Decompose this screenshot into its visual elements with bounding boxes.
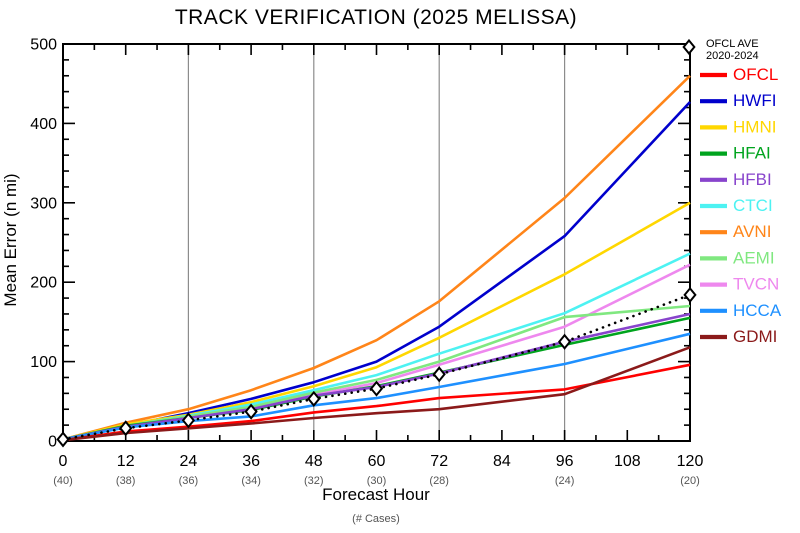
x-tick-label: 96 — [556, 453, 574, 470]
frame-layer — [62, 43, 691, 442]
case-count: (24) — [555, 475, 575, 487]
series-line-ctci — [62, 252, 691, 441]
diamond-marker — [432, 366, 446, 383]
diamond-marker — [56, 431, 70, 448]
legend-item-gdmi: GDMI — [700, 327, 777, 346]
case-count: (36) — [179, 475, 199, 487]
legend-item-hfbi: HFBI — [700, 170, 772, 189]
legend-item-hcca: HCCA — [700, 301, 782, 320]
label-layer: 0 12 24 36 48 60 72 84 96 108 120 0 100 200 300 400 500 (… — [30, 37, 703, 488]
diamond-marker — [307, 390, 321, 407]
series-line-avni — [62, 74, 691, 441]
legend-item-avni: AVNI — [700, 222, 771, 241]
y-tick-label: 0 — [48, 434, 57, 451]
legend-label: HMNI — [733, 117, 776, 136]
x-tick-label: 24 — [180, 453, 198, 470]
x-tick-label: 108 — [614, 453, 641, 470]
diamond-marker — [369, 380, 384, 397]
diamond-marker — [119, 420, 133, 437]
y-tick-label: 500 — [30, 37, 57, 54]
x-tick-label: 36 — [242, 453, 260, 470]
legend-item-tvcn: TVCN — [700, 275, 779, 294]
legend-label: OFCL — [733, 65, 778, 84]
diamond-marker-icon — [682, 38, 696, 56]
y-tick-label: 100 — [30, 354, 57, 371]
x-tick-label: 72 — [430, 453, 448, 470]
diamond-marker — [181, 412, 196, 429]
case-count: (28) — [429, 475, 449, 487]
case-count: (30) — [367, 475, 387, 487]
series-layer — [56, 74, 697, 448]
y-tick-label: 200 — [30, 275, 57, 292]
legend-label: HFBI — [733, 170, 772, 189]
legend-label: AVNI — [733, 222, 771, 241]
legend-label: HFAI — [733, 144, 771, 163]
legend-label: HCCA — [733, 301, 782, 320]
grid-layer — [187, 44, 566, 441]
legend-item-ctci: CTCI — [700, 196, 773, 215]
legend-item-aemi: AEMI — [700, 248, 775, 267]
x-tick-label: 0 — [59, 453, 68, 470]
x-axis-label: Forecast Hour — [322, 485, 430, 504]
legend-ave-label-line2: 2020-2024 — [706, 50, 759, 62]
x-tick-label: 48 — [305, 453, 323, 470]
page-title: TRACK VERIFICATION (2025 MELISSA) — [175, 6, 577, 29]
legend-label: HWFI — [733, 91, 776, 110]
case-count: (20) — [680, 475, 700, 487]
diamond-marker — [244, 403, 258, 420]
cases-axis-label: (# Cases) — [352, 513, 400, 525]
legend-label: TVCN — [733, 275, 779, 294]
x-tick-label: 60 — [368, 453, 386, 470]
legend-item-hwfi: HWFI — [700, 91, 776, 110]
diamond-marker — [557, 333, 572, 350]
legend-ave-label-line1: OFCL AVE — [706, 38, 759, 50]
diamond-marker — [683, 286, 697, 303]
y-tick-label: 400 — [30, 116, 57, 133]
y-axis-label: Mean Error (n mi) — [1, 173, 20, 306]
legend-label: GDMI — [733, 327, 777, 346]
legend-item-hmni: HMNI — [700, 117, 776, 136]
case-count: (40) — [53, 475, 73, 487]
case-count: (38) — [116, 475, 136, 487]
case-count: (34) — [241, 475, 261, 487]
series-line-gdmi — [62, 346, 691, 442]
series-line-hmni — [62, 201, 691, 441]
legend-item-ofcl: OFCL — [700, 65, 778, 84]
x-tick-label: 12 — [117, 453, 135, 470]
series-line-ofcl — [62, 363, 691, 442]
legend-item-hfai: HFAI — [700, 144, 771, 163]
x-tick-label: 120 — [677, 453, 704, 470]
x-tick-label: 84 — [493, 453, 511, 470]
case-count: (32) — [304, 475, 324, 487]
legend-label: CTCI — [733, 196, 773, 215]
legend-label: AEMI — [733, 248, 775, 267]
y-tick-label: 300 — [30, 195, 57, 212]
